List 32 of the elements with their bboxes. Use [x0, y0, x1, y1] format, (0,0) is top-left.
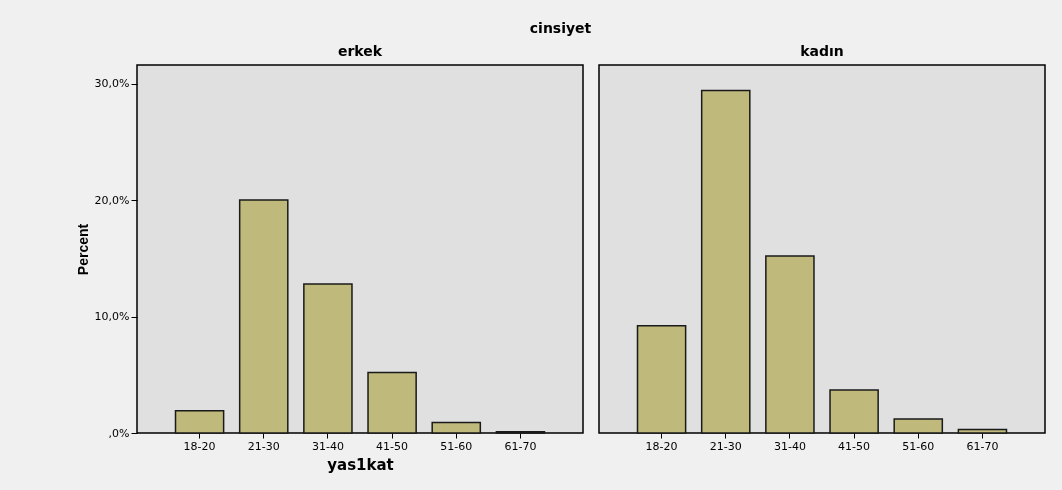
x-tick-label: 51-60: [440, 439, 473, 453]
bar: [829, 389, 879, 434]
y-tick-label: ,0%: [108, 426, 130, 440]
x-tick-label: 31-40: [773, 439, 806, 453]
x-tick-label: 51-60: [902, 439, 935, 453]
x-tick-label: 41-50: [376, 439, 409, 453]
x-tick-label: 18-20: [183, 439, 216, 453]
chart-title: kadın: [800, 43, 844, 59]
bar: [957, 428, 1008, 434]
x-tick-label: 31-40: [311, 439, 344, 453]
x-tick-label: 61-70: [504, 439, 537, 453]
y-tick-label: 10,0%: [94, 310, 130, 324]
x-tick-label: 61-70: [966, 439, 999, 453]
bar: [303, 283, 353, 434]
bar: [893, 418, 944, 434]
x-axis-title: yas1kat: [327, 455, 394, 474]
x-tick-label: 18-20: [645, 439, 678, 453]
bar: [367, 371, 417, 434]
bar: [636, 325, 687, 434]
bar: [431, 421, 482, 434]
x-tick-label: 41-50: [838, 439, 871, 453]
y-axis-title: Percent: [74, 223, 91, 276]
bar: [174, 410, 225, 434]
bar: [238, 199, 289, 434]
text: cinsiyet: [529, 20, 592, 37]
y-tick-label: 20,0%: [94, 193, 130, 207]
chart-title: erkek: [337, 43, 383, 59]
bar: [700, 89, 751, 434]
bar: [765, 255, 815, 434]
x-tick-label: 21-30: [709, 439, 742, 453]
x-tick-label: 21-30: [247, 439, 280, 453]
y-tick-label: 30,0%: [94, 77, 130, 91]
